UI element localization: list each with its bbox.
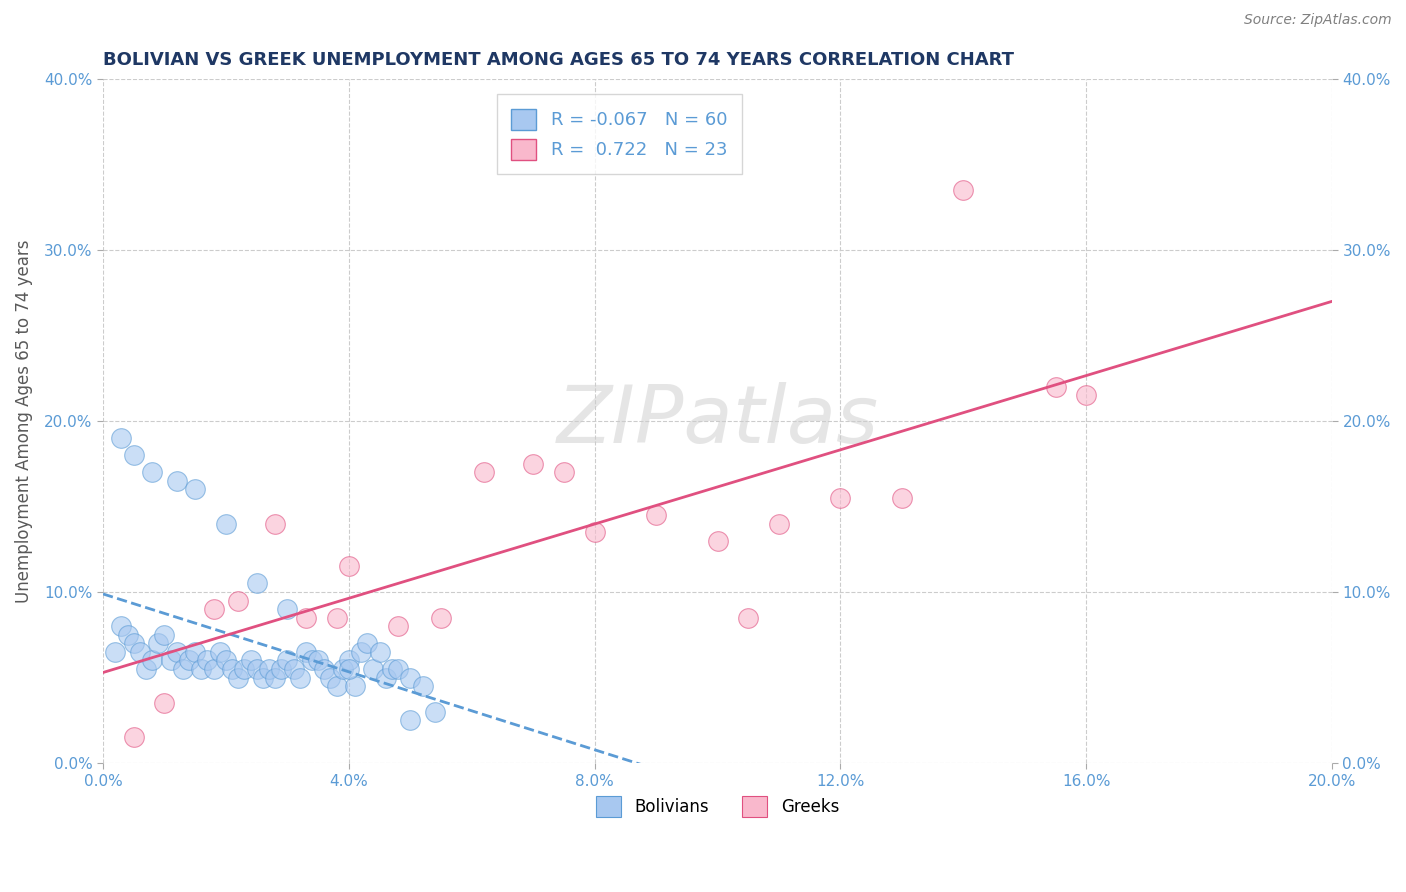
Point (522, 457, 544, 471)
Point (952, 183, 974, 197)
Point (430, 610, 453, 624)
Point (215, 653, 238, 667)
Point (295, 610, 318, 624)
Point (153, 628, 176, 642)
Point (129, 645, 152, 659)
Point (159, 653, 181, 667)
Point (184, 645, 207, 659)
Point (276, 602, 298, 616)
Point (122, 448, 145, 462)
Point (583, 525, 606, 540)
Point (226, 593, 249, 607)
Point (221, 662, 243, 676)
Point (148, 636, 170, 650)
Text: BOLIVIAN VS GREEK UNEMPLOYMENT AMONG AGES 65 TO 74 YEARS CORRELATION CHART: BOLIVIAN VS GREEK UNEMPLOYMENT AMONG AGE… (103, 51, 1014, 69)
Point (264, 671, 287, 685)
Legend: Bolivians, Greeks: Bolivians, Greeks (589, 789, 846, 823)
Point (295, 645, 318, 659)
Point (350, 645, 373, 659)
Point (270, 662, 292, 676)
Point (737, 610, 759, 624)
Point (830, 491, 852, 505)
Point (423, 705, 446, 719)
Point (246, 576, 269, 591)
Point (645, 508, 668, 522)
Point (141, 653, 163, 667)
Point (472, 465, 495, 479)
Point (387, 619, 409, 633)
Point (246, 662, 269, 676)
Point (768, 516, 790, 531)
Point (202, 602, 225, 616)
Point (374, 671, 396, 685)
Point (110, 431, 132, 445)
Point (184, 483, 207, 497)
Point (215, 516, 238, 531)
Point (141, 465, 163, 479)
Point (325, 679, 347, 693)
Point (399, 671, 422, 685)
Point (307, 653, 329, 667)
Point (325, 610, 347, 624)
Point (197, 653, 219, 667)
Point (343, 679, 366, 693)
Point (172, 662, 194, 676)
Point (381, 662, 404, 676)
Point (153, 696, 176, 710)
Point (177, 653, 200, 667)
Point (1076, 388, 1098, 402)
Point (202, 662, 225, 676)
Text: Source: ZipAtlas.com: Source: ZipAtlas.com (1244, 13, 1392, 28)
Point (233, 662, 256, 676)
Point (553, 465, 575, 479)
Point (337, 653, 360, 667)
Text: ZIPatlas: ZIPatlas (557, 382, 879, 460)
Point (239, 653, 262, 667)
Point (356, 636, 378, 650)
Point (387, 662, 409, 676)
Y-axis label: Unemployment Among Ages 65 to 74 years: Unemployment Among Ages 65 to 74 years (15, 239, 32, 603)
Point (122, 636, 145, 650)
Point (110, 619, 132, 633)
Point (208, 645, 231, 659)
Point (314, 662, 336, 676)
Point (1045, 379, 1067, 393)
Point (332, 662, 354, 676)
Point (104, 645, 127, 659)
Point (117, 628, 139, 642)
Point (288, 671, 311, 685)
Point (257, 662, 280, 676)
Point (166, 645, 188, 659)
Point (890, 491, 912, 505)
Point (319, 671, 342, 685)
Point (399, 714, 422, 728)
Point (368, 645, 391, 659)
Point (706, 533, 728, 548)
Point (337, 559, 360, 574)
Point (252, 671, 274, 685)
Point (264, 516, 287, 531)
Point (122, 731, 145, 745)
Point (226, 671, 249, 685)
Point (135, 662, 157, 676)
Point (412, 679, 434, 693)
Point (283, 662, 305, 676)
Point (337, 662, 360, 676)
Point (301, 653, 323, 667)
Point (363, 662, 385, 676)
Point (190, 662, 212, 676)
Point (276, 653, 298, 667)
Point (166, 474, 188, 488)
